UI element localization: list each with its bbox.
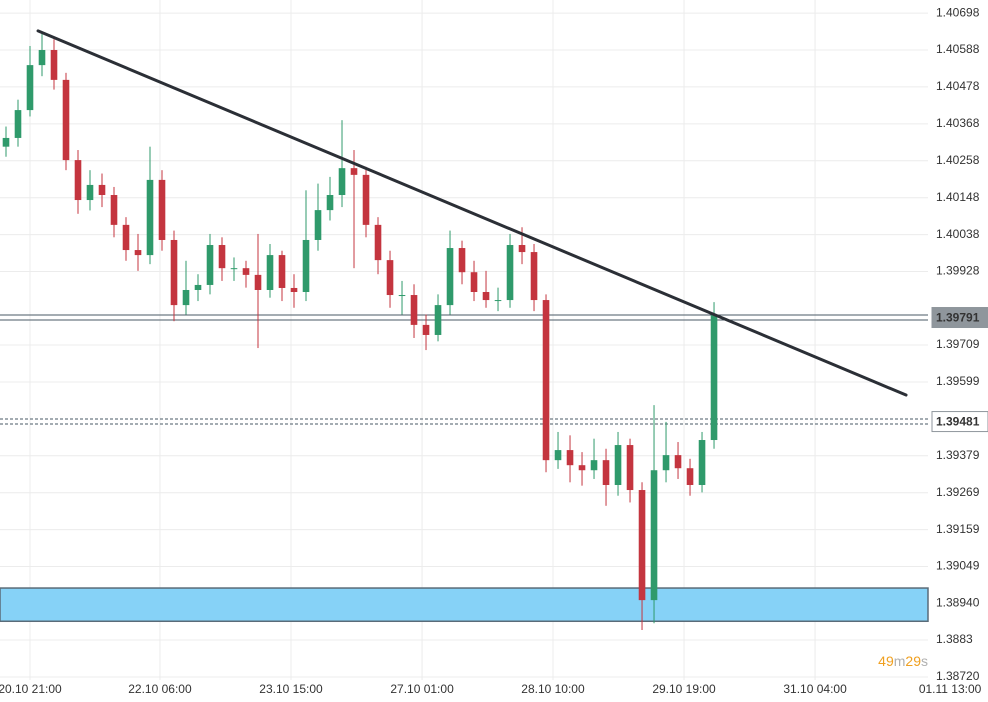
y-tick-label: 1.39599 [936, 374, 980, 388]
support-zone [0, 587, 929, 623]
candle-body [470, 272, 478, 293]
y-tick-label: 1.39928 [936, 264, 980, 278]
x-tick-label: 27.10 01:00 [390, 682, 454, 696]
candle-body [38, 50, 46, 66]
countdown-part: 29 [905, 653, 921, 669]
price-label-box [931, 307, 988, 329]
candle-body [446, 248, 454, 306]
y-tick-label: 1.3883 [936, 632, 973, 646]
price-label-box [931, 411, 988, 433]
candle-body [638, 490, 646, 601]
trendline [36, 29, 908, 397]
candle-body [458, 248, 466, 273]
candle-body [278, 255, 286, 288]
price-label: 1.39791 [936, 311, 980, 325]
countdown: 49m29s [878, 653, 928, 669]
y-tick-label: 1.40478 [936, 79, 980, 93]
x-tick-label: 29.10 19:00 [652, 682, 716, 696]
candle-body [662, 455, 670, 471]
y-tick-label: 1.39049 [936, 559, 980, 573]
candle-body [134, 250, 142, 256]
candle-body [74, 160, 82, 201]
candle-body [194, 284, 202, 290]
candle-body [158, 179, 166, 240]
countdown-part: s [921, 653, 928, 669]
candle-body [26, 65, 34, 111]
candle-body [530, 252, 538, 301]
x-tick-label: 20.10 21:00 [0, 682, 62, 696]
candle-body [254, 274, 262, 290]
candle-body [650, 470, 658, 601]
candle-body [422, 324, 430, 335]
candle-body [110, 195, 118, 225]
candle-body [482, 292, 490, 301]
candle-body [302, 239, 310, 293]
x-tick-label: 22.10 06:00 [128, 682, 192, 696]
candle-body [62, 79, 70, 161]
candle-body [374, 224, 382, 261]
candle-body [686, 468, 694, 485]
y-tick-label: 1.38940 [936, 595, 980, 609]
candle-body [182, 289, 190, 306]
candle-body [434, 305, 442, 335]
candle-body [518, 245, 526, 253]
candle-body [494, 300, 502, 302]
y-tick-label: 1.39159 [936, 522, 980, 536]
candle-body [554, 450, 562, 461]
candle-body [230, 268, 238, 270]
candle-body [398, 295, 406, 297]
candle-body [122, 224, 130, 251]
candle-body [590, 460, 598, 471]
candle-body [170, 239, 178, 306]
candle-body [350, 168, 358, 175]
candle-body [326, 195, 334, 211]
y-tick-label: 1.39709 [936, 337, 980, 351]
candle-body [566, 450, 574, 466]
y-tick-label: 1.40148 [936, 190, 980, 204]
x-tick-label: 01.11 13:00 [919, 682, 982, 696]
candle-body [698, 440, 706, 485]
candle-body [206, 245, 214, 285]
candle-body [266, 255, 274, 290]
x-tick-label: 23.10 15:00 [259, 682, 323, 696]
y-tick-label: 1.40588 [936, 42, 980, 56]
candle-body [86, 184, 94, 201]
candle-body [50, 50, 58, 80]
price-label: 1.39481 [936, 415, 980, 429]
x-tick-label: 31.10 04:00 [783, 682, 847, 696]
y-tick-label: 1.39269 [936, 485, 980, 499]
candle-body [710, 315, 718, 441]
y-tick-label: 1.40258 [936, 153, 980, 167]
candle-body [146, 179, 154, 256]
candle-body [614, 445, 622, 485]
y-tick-label: 1.40038 [936, 227, 980, 241]
y-tick-label: 1.38720 [936, 669, 980, 683]
candle-body [218, 245, 226, 269]
countdown-part: 49 [878, 653, 894, 669]
candle-body [362, 174, 370, 225]
candle-body [506, 245, 514, 301]
candle-body [338, 168, 346, 196]
countdown-part: m [894, 653, 906, 669]
candle-body [602, 460, 610, 485]
candle-body [242, 268, 250, 275]
y-tick-label: 1.39379 [936, 448, 980, 462]
candle-body [98, 184, 106, 196]
candle-body [386, 260, 394, 296]
y-tick-label: 1.40698 [936, 5, 980, 19]
x-tick-label: 28.10 10:00 [521, 682, 585, 696]
candle-body [314, 210, 322, 240]
candle-body [290, 287, 298, 293]
candle-body [542, 300, 550, 461]
candle-body [674, 455, 682, 469]
candle-body [2, 137, 10, 147]
candle-body [410, 295, 418, 325]
candle-body [578, 465, 586, 471]
y-tick-label: 1.40368 [936, 116, 980, 130]
candle-body [626, 445, 634, 491]
candle-body [14, 110, 22, 138]
